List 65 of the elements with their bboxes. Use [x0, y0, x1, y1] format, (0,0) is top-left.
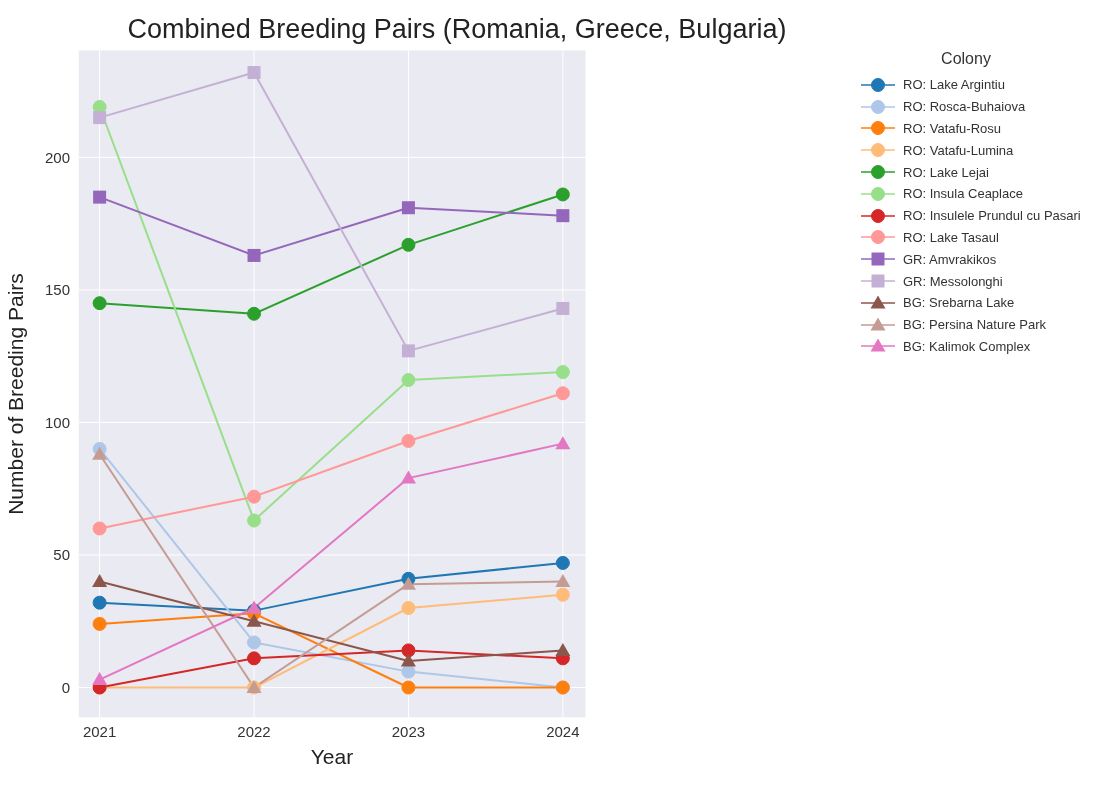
chart-title: Combined Breeding Pairs (Romania, Greece, Bulgaria)	[126, 14, 788, 45]
point	[93, 111, 107, 125]
point	[400, 653, 416, 667]
legend-title: Colony	[940, 50, 992, 68]
point	[247, 513, 262, 528]
legend-label: RO: Rosca-Buhaiova	[903, 99, 1026, 115]
point	[555, 555, 570, 570]
point	[555, 386, 570, 401]
point	[401, 433, 416, 448]
point	[400, 576, 416, 590]
point	[401, 600, 416, 615]
point	[93, 190, 107, 204]
point	[92, 446, 108, 460]
point	[246, 613, 262, 627]
point	[400, 470, 416, 484]
legend-label: RO: Insula Ceaplace	[903, 186, 1023, 202]
point	[247, 489, 262, 504]
point	[247, 248, 261, 262]
point	[401, 201, 415, 215]
point	[556, 209, 570, 223]
point	[247, 306, 262, 321]
point	[92, 595, 107, 610]
point	[247, 66, 261, 80]
legend-label: RO: Lake Lejai	[903, 164, 989, 180]
y-tick-label: 200	[44, 148, 70, 166]
point	[555, 587, 570, 602]
point	[555, 187, 570, 202]
legend-label: RO: Lake Argintiu	[903, 77, 1005, 93]
y-tick-label: 150	[44, 281, 70, 299]
legend-label: RO: Insulele Prundul cu Pasari	[903, 208, 1081, 224]
legend-label: GR: Messolonghi	[903, 273, 1003, 289]
x-axis-title: Year	[310, 745, 354, 768]
point	[555, 436, 571, 450]
point	[92, 672, 108, 686]
point	[92, 573, 108, 587]
point	[92, 296, 107, 311]
point	[246, 600, 262, 614]
point	[401, 643, 416, 658]
x-tick-label: 2024	[546, 722, 580, 740]
y-tick-label: 50	[53, 546, 70, 564]
y-axis-title: Number of Breeding Pairs	[4, 273, 28, 515]
legend-label: RO: Vatafu-Lumina	[903, 142, 1014, 158]
point	[555, 573, 571, 587]
x-tick-label: 2023	[391, 722, 426, 740]
point	[247, 635, 262, 650]
legend-label: RO: Lake Tasaul	[903, 229, 999, 245]
point	[555, 365, 570, 380]
legend-label: BG: Kalimok Complex	[903, 338, 1031, 354]
y-tick-label: 100	[44, 413, 70, 431]
point	[92, 521, 107, 536]
legend-label: RO: Vatafu-Rosu	[903, 120, 1002, 136]
point	[401, 237, 416, 252]
x-tick-label: 2021	[82, 722, 117, 740]
point	[401, 680, 416, 695]
point	[401, 344, 415, 358]
legend-label: GR: Amvrakikos	[903, 251, 997, 267]
legend-label: BG: Srebarna Lake	[903, 295, 1015, 311]
point	[247, 651, 262, 666]
x-tick-label: 2022	[237, 722, 271, 740]
point	[555, 642, 571, 656]
point	[556, 301, 570, 315]
legend-label: BG: Persina Nature Park	[903, 317, 1047, 333]
y-tick-label: 0	[61, 678, 70, 696]
point	[92, 616, 107, 631]
point	[401, 373, 416, 388]
